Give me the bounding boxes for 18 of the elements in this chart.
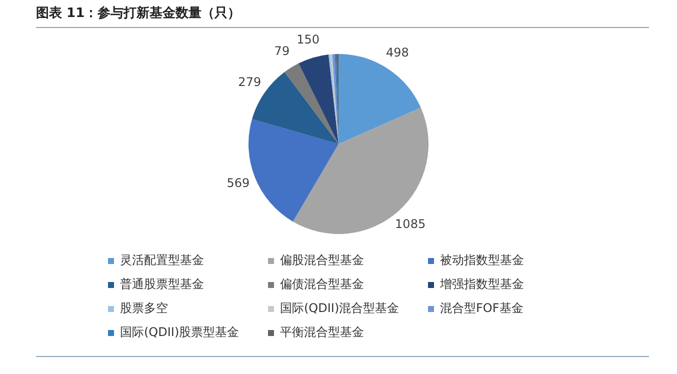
- data-label: 150: [296, 32, 320, 46]
- data-label: 1085: [395, 216, 426, 231]
- chart-title: 图表 11：参与打新基金数量（只）: [36, 4, 649, 28]
- legend-label: 被动指数型基金: [440, 252, 524, 269]
- data-label: 569: [226, 176, 250, 190]
- legend-label: 混合型FOF基金: [440, 300, 524, 317]
- legend-label: 偏债混合型基金: [280, 276, 364, 293]
- legend-label: 股票多空: [120, 300, 168, 317]
- legend-label: 平衡混合型基金: [280, 324, 364, 341]
- legend-label: 偏股混合型基金: [280, 252, 364, 269]
- legend-label: 增强指数型基金: [440, 276, 524, 293]
- data-label: 279: [238, 74, 262, 89]
- legend-label: 普通股票型基金: [120, 276, 204, 293]
- legend-label: 国际(QDII)混合型基金: [280, 300, 400, 317]
- legend-label: 灵活配置型基金: [120, 252, 204, 269]
- data-label: 498: [386, 46, 409, 60]
- data-label: 79: [274, 44, 290, 58]
- legend-label: 国际(QDII)股票型基金: [120, 324, 240, 341]
